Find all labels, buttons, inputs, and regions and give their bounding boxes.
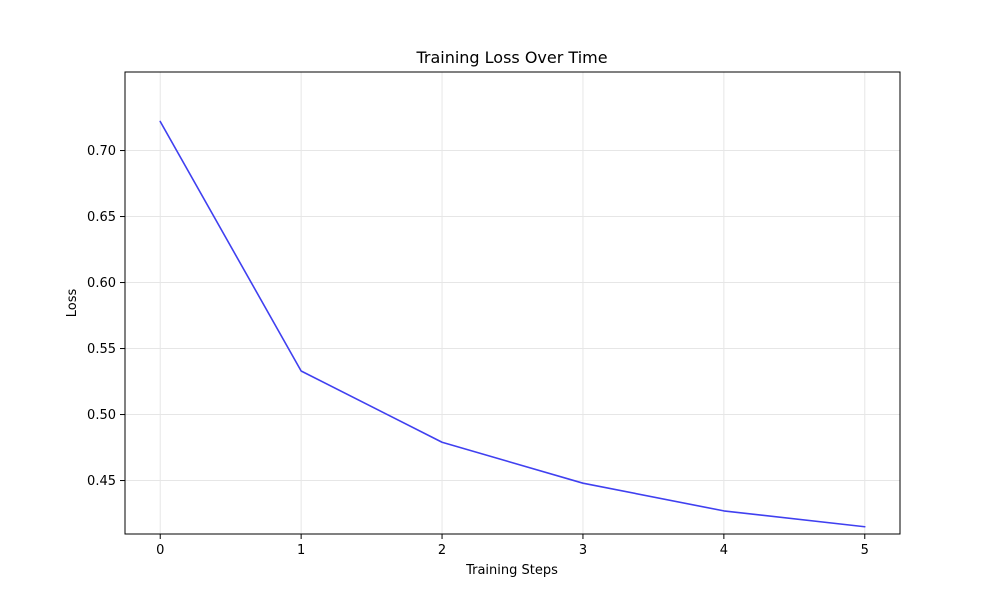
loss-series-line-0 <box>159 120 866 528</box>
x-tick-label-3: 3 <box>579 543 587 558</box>
plot-area-frame <box>124 71 901 535</box>
y-tick-label-0: 0.45 <box>87 474 116 489</box>
x-tick-label-1: 1 <box>297 543 305 558</box>
y-tick-label-1: 0.50 <box>87 408 116 423</box>
y-axis-ticks: 0.45 0.50 0.55 0.60 0.65 0.70 <box>87 144 125 489</box>
y-tick-label-3: 0.60 <box>87 276 116 291</box>
chart-title: Training Loss Over Time <box>415 48 607 67</box>
y-tick-label-2: 0.55 <box>87 342 116 357</box>
x-axis-label: Training Steps <box>465 563 558 578</box>
x-tick-label-4: 4 <box>720 543 728 558</box>
y-tick-label-5: 0.70 <box>87 144 116 159</box>
x-tick-label-5: 5 <box>861 543 869 558</box>
x-tick-label-0: 0 <box>156 543 164 558</box>
y-tick-label-4: 0.65 <box>87 210 116 225</box>
x-tick-label-2: 2 <box>438 543 446 558</box>
y-axis-label: Loss <box>65 289 80 318</box>
series-layer <box>159 120 866 528</box>
grid-lines <box>125 72 900 534</box>
x-axis-ticks: 0 1 2 3 4 5 <box>156 534 869 558</box>
